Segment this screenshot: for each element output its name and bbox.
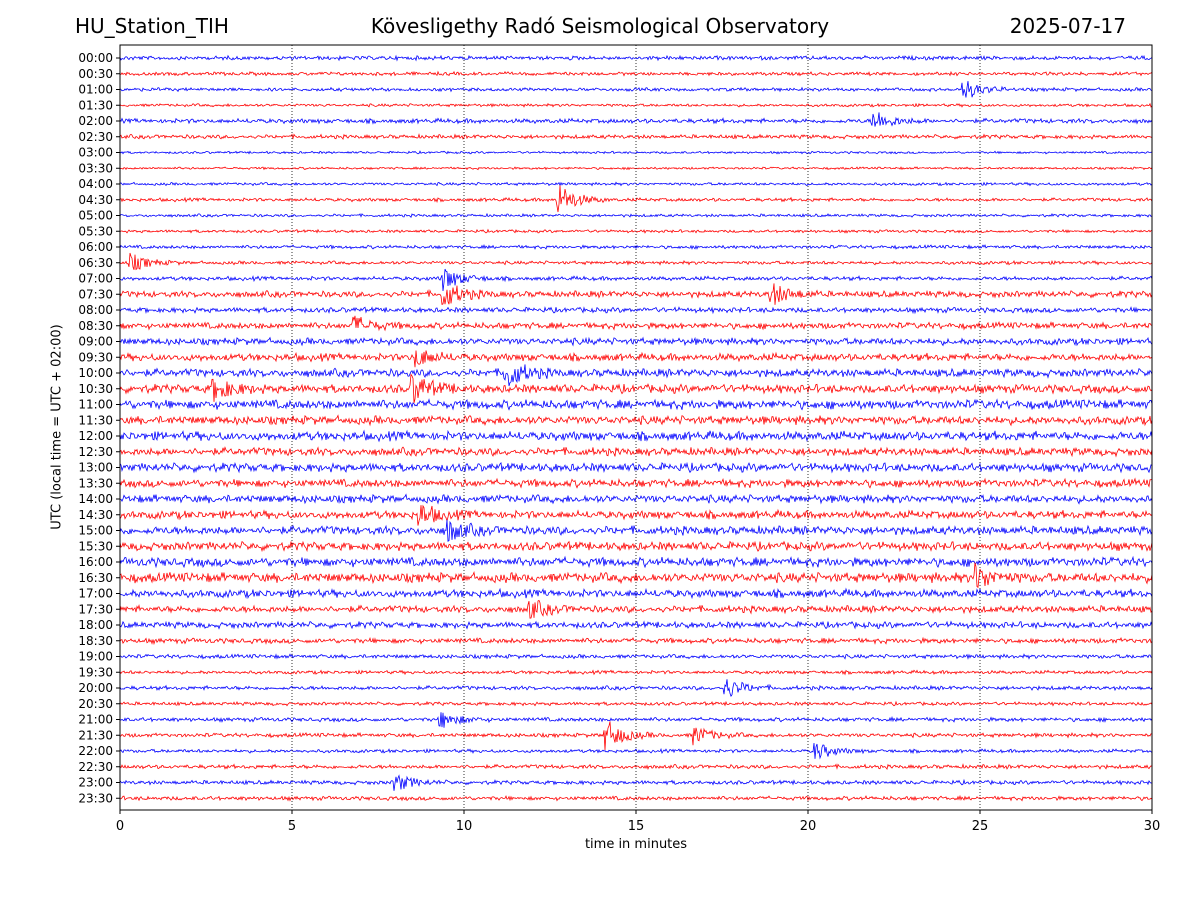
trace-group	[119, 54, 1153, 802]
trace-0230	[119, 133, 1153, 141]
trace-2300	[119, 774, 1153, 791]
y-tick-label: 10:00	[78, 366, 113, 380]
y-tick-label: 16:30	[78, 571, 113, 585]
y-tick-label: 15:00	[78, 524, 113, 538]
trace-0500	[119, 212, 1153, 218]
x-tick-label: 30	[1144, 819, 1161, 834]
y-tick-label: 18:00	[78, 618, 113, 632]
y-tick-label: 14:00	[78, 492, 113, 506]
trace-0100	[119, 81, 1153, 98]
y-tick-label: 07:30	[78, 287, 113, 301]
y-tick-label: 15:30	[78, 539, 113, 553]
y-tick-label: 22:30	[78, 760, 113, 774]
y-tick-label: 21:30	[78, 728, 113, 742]
x-tick-label: 0	[116, 819, 124, 834]
y-tick-label: 08:30	[78, 319, 113, 333]
y-tick-label: 20:00	[78, 681, 113, 695]
y-tick-label: 16:00	[78, 555, 113, 569]
trace-0930	[119, 350, 1153, 368]
trace-1130	[119, 414, 1153, 427]
y-tick-label: 07:00	[78, 272, 113, 286]
y-tick-label: 11:00	[78, 398, 113, 412]
x-tick-label: 10	[456, 819, 473, 834]
observatory-title: Kövesligethy Radó Seismological Observat…	[370, 14, 830, 38]
y-tick-label: 02:00	[78, 114, 113, 128]
trace-1700	[119, 587, 1153, 600]
trace-2330	[119, 794, 1153, 802]
y-tick-label: 04:00	[78, 177, 113, 191]
y-tick-label: 17:00	[78, 587, 113, 601]
trace-0030	[119, 70, 1153, 77]
x-axis: 0 5 10 15 20 25 30	[116, 810, 1160, 834]
trace-0830	[119, 315, 1153, 332]
y-tick-label: 20:30	[78, 697, 113, 711]
x-tick-label: 5	[288, 819, 296, 834]
y-tick-label: 06:00	[78, 240, 113, 254]
y-tick-label: 05:30	[78, 224, 113, 238]
y-tick-label: 09:30	[78, 350, 113, 364]
x-tick-label: 15	[628, 819, 645, 834]
trace-1730	[119, 599, 1153, 619]
y-tick-label: 21:00	[78, 713, 113, 727]
y-tick-label: 04:30	[78, 193, 113, 207]
x-tick-label: 25	[972, 819, 989, 834]
x-axis-label: time in minutes	[584, 837, 688, 852]
y-tick-label: 02:30	[78, 130, 113, 144]
y-tick-label: 14:30	[78, 508, 113, 522]
y-tick-label: 00:30	[78, 67, 113, 81]
y-tick-label: 13:00	[78, 461, 113, 475]
y-tick-label: 19:00	[78, 650, 113, 664]
y-tick-label: 09:00	[78, 335, 113, 349]
y-tick-label: 06:30	[78, 256, 113, 270]
x-tick-label: 20	[800, 819, 817, 834]
station-name: HU_Station_TIH	[75, 14, 229, 38]
y-tick-label: 22:00	[78, 744, 113, 758]
y-tick-label: 13:30	[78, 476, 113, 490]
grid-lines	[291, 45, 981, 810]
y-tick-label: 05:00	[78, 209, 113, 223]
y-tick-label: 10:30	[78, 382, 113, 396]
trace-1300	[119, 461, 1153, 474]
y-tick-label: 17:30	[78, 602, 113, 616]
y-tick-label: 00:00	[78, 51, 113, 65]
trace-0600	[119, 243, 1153, 250]
trace-0700	[119, 268, 1153, 292]
y-tick-label: 23:30	[78, 791, 113, 805]
trace-1500	[119, 519, 1153, 542]
y-tick-label: 03:00	[78, 146, 113, 160]
y-axis-label: UTC (local time = UTC + 02:00)	[49, 324, 65, 530]
y-tick-label: 19:30	[78, 665, 113, 679]
y-tick-label: 08:00	[78, 303, 113, 317]
y-tick-label: 12:00	[78, 429, 113, 443]
chart-date: 2025-07-17	[1009, 14, 1126, 38]
y-tick-label: 12:30	[78, 445, 113, 459]
y-tick-label: 03:30	[78, 161, 113, 175]
y-tick-label: 11:30	[78, 413, 113, 427]
trace-0900	[119, 336, 1153, 347]
y-tick-label: 01:00	[78, 83, 113, 97]
y-tick-label: 01:30	[78, 98, 113, 112]
trace-2200	[119, 742, 1153, 760]
trace-1230	[119, 446, 1153, 458]
y-tick-label: 23:00	[78, 776, 113, 790]
y-tick-label: 18:30	[78, 634, 113, 648]
